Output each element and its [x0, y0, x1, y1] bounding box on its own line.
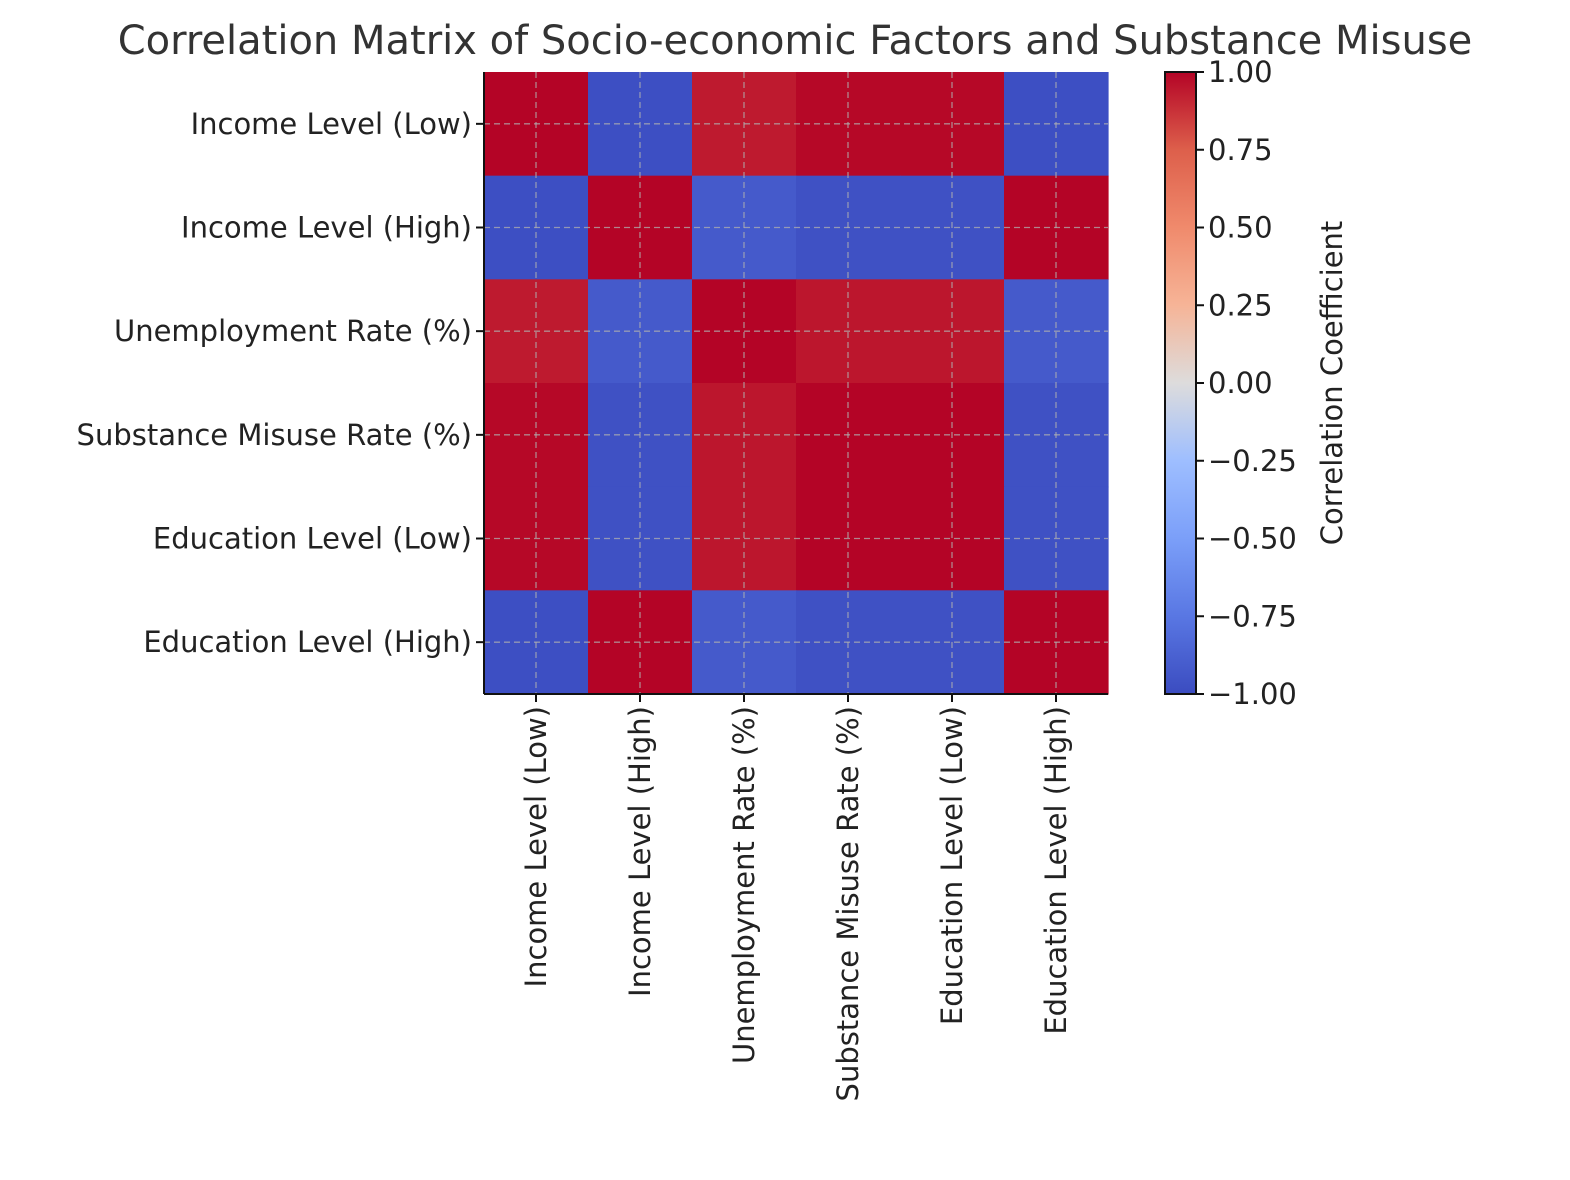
colorbar-tick-label: 0.50 — [1208, 211, 1273, 245]
colorbar — [1164, 71, 1197, 695]
column-label: Income Level (High) — [623, 706, 657, 997]
colorbar-tick-label: 0.75 — [1208, 133, 1273, 167]
colorbar-ticks: 1.00 0.75 0.50 0.25 0.00 −0.25 −0.50 −0.75 −1.00 — [1196, 55, 1297, 711]
grid-lines — [484, 72, 1108, 694]
colorbar-tick-label: 0.25 — [1208, 288, 1273, 322]
column-label: Education Level (Low) — [935, 706, 969, 1025]
colorbar-tick-label: −0.50 — [1208, 522, 1297, 556]
row-label: Income Level (Low) — [191, 107, 472, 141]
row-label: Income Level (High) — [181, 211, 472, 245]
colorbar-gradient — [1164, 71, 1197, 695]
colorbar-tick-label: 1.00 — [1208, 55, 1273, 89]
column-label: Education Level (High) — [1039, 706, 1073, 1035]
colorbar-tick-label: −0.75 — [1208, 599, 1297, 633]
row-label: Unemployment Rate (%) — [114, 314, 472, 348]
colorbar-tick-label: −0.25 — [1208, 444, 1297, 478]
column-label: Substance Misuse Rate (%) — [831, 706, 865, 1101]
row-label: Substance Misuse Rate (%) — [77, 418, 472, 452]
plot-axes — [476, 72, 1108, 702]
chart-title: Correlation Matrix of Socio-economic Fac… — [118, 18, 1473, 64]
heatmap-cells — [484, 72, 1109, 695]
row-tick-labels: Income Level (Low) Income Level (High) Une… — [77, 107, 472, 659]
row-label: Education Level (High) — [143, 625, 472, 659]
column-label: Income Level (Low) — [519, 706, 553, 987]
column-tick-labels: Income Level (Low) Income Level (High) Une… — [519, 706, 1073, 1101]
column-label: Unemployment Rate (%) — [727, 706, 761, 1064]
colorbar-label: Correlation Coefficient — [1315, 221, 1349, 546]
colorbar-tick-label: −1.00 — [1208, 677, 1297, 711]
row-label: Education Level (Low) — [153, 522, 472, 556]
colorbar-tick-label: 0.00 — [1208, 366, 1273, 400]
